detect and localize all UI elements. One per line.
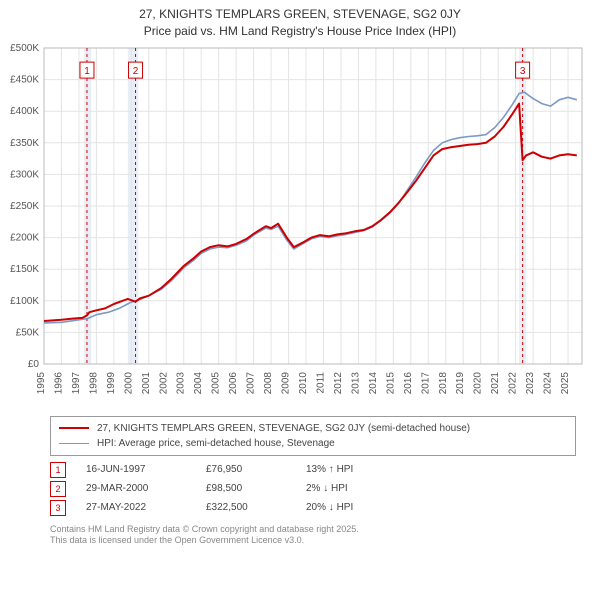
svg-text:2006: 2006 bbox=[228, 371, 239, 394]
footnote-line2: This data is licensed under the Open Gov… bbox=[50, 535, 576, 547]
svg-text:2010: 2010 bbox=[298, 371, 309, 394]
svg-text:2012: 2012 bbox=[333, 371, 344, 394]
svg-text:2003: 2003 bbox=[176, 371, 187, 394]
title-line1: 27, KNIGHTS TEMPLARS GREEN, STEVENAGE, S… bbox=[0, 6, 600, 23]
svg-text:2023: 2023 bbox=[525, 371, 536, 394]
svg-text:2013: 2013 bbox=[350, 371, 361, 394]
footnote-line1: Contains HM Land Registry data © Crown c… bbox=[50, 524, 576, 536]
marker-price: £98,500 bbox=[206, 483, 306, 494]
svg-text:£400K: £400K bbox=[10, 106, 39, 117]
marker-row: 2 29-MAR-2000£98,5002% ↓ HPI bbox=[50, 481, 576, 497]
svg-text:2021: 2021 bbox=[490, 371, 501, 394]
title-line2: Price paid vs. HM Land Registry's House … bbox=[0, 23, 600, 40]
svg-text:3: 3 bbox=[520, 66, 526, 77]
marker-badge: 3 bbox=[50, 500, 66, 516]
svg-text:£450K: £450K bbox=[10, 74, 39, 85]
svg-text:£0: £0 bbox=[28, 359, 40, 370]
legend-row: HPI: Average price, semi-detached house,… bbox=[59, 436, 567, 451]
svg-text:2020: 2020 bbox=[473, 371, 484, 394]
legend-swatch bbox=[59, 443, 89, 444]
svg-text:2001: 2001 bbox=[141, 371, 152, 394]
svg-text:2022: 2022 bbox=[508, 371, 519, 394]
marker-price: £322,500 bbox=[206, 502, 306, 513]
svg-text:2011: 2011 bbox=[315, 371, 326, 393]
svg-text:£200K: £200K bbox=[10, 232, 39, 243]
chart-title: 27, KNIGHTS TEMPLARS GREEN, STEVENAGE, S… bbox=[0, 0, 600, 40]
svg-text:2018: 2018 bbox=[438, 371, 449, 394]
marker-table: 1 16-JUN-1997£76,95013% ↑ HPI 2 29-MAR-2000… bbox=[50, 462, 576, 516]
svg-text:£100K: £100K bbox=[10, 295, 39, 306]
svg-text:£50K: £50K bbox=[16, 327, 40, 338]
svg-text:2016: 2016 bbox=[403, 371, 414, 394]
marker-badge: 1 bbox=[50, 462, 66, 478]
legend: 27, KNIGHTS TEMPLARS GREEN, STEVENAGE, S… bbox=[50, 416, 576, 456]
svg-text:1997: 1997 bbox=[71, 371, 82, 394]
svg-text:1999: 1999 bbox=[106, 371, 117, 394]
price-chart: £0 £50K £100K £150K £200K £250K £300K £350K £400… bbox=[0, 40, 600, 410]
svg-text:2014: 2014 bbox=[368, 371, 379, 394]
marker-date: 16-JUN-1997 bbox=[86, 464, 206, 475]
svg-text:2004: 2004 bbox=[193, 371, 204, 394]
marker-badge: 2 bbox=[50, 481, 66, 497]
svg-text:£150K: £150K bbox=[10, 264, 39, 275]
svg-text:2007: 2007 bbox=[246, 371, 257, 394]
legend-swatch bbox=[59, 427, 89, 429]
svg-text:2019: 2019 bbox=[455, 371, 466, 394]
marker-date: 27-MAY-2022 bbox=[86, 502, 206, 513]
svg-text:2025: 2025 bbox=[560, 371, 571, 394]
marker-row: 1 16-JUN-1997£76,95013% ↑ HPI bbox=[50, 462, 576, 478]
marker-price: £76,950 bbox=[206, 464, 306, 475]
marker-diff: 13% ↑ HPI bbox=[306, 464, 353, 475]
legend-label: HPI: Average price, semi-detached house,… bbox=[97, 436, 335, 451]
svg-text:1996: 1996 bbox=[53, 371, 64, 394]
marker-date: 29-MAR-2000 bbox=[86, 483, 206, 494]
marker-row: 3 27-MAY-2022£322,50020% ↓ HPI bbox=[50, 500, 576, 516]
legend-label: 27, KNIGHTS TEMPLARS GREEN, STEVENAGE, S… bbox=[97, 421, 470, 436]
svg-text:£300K: £300K bbox=[10, 169, 39, 180]
svg-text:£350K: £350K bbox=[10, 137, 39, 148]
marker-diff: 20% ↓ HPI bbox=[306, 502, 353, 513]
svg-text:1: 1 bbox=[84, 66, 90, 77]
svg-text:£500K: £500K bbox=[10, 43, 39, 54]
footnote: Contains HM Land Registry data © Crown c… bbox=[50, 524, 576, 547]
svg-text:2008: 2008 bbox=[263, 371, 274, 394]
svg-text:2009: 2009 bbox=[281, 371, 292, 394]
svg-text:2005: 2005 bbox=[211, 371, 222, 394]
svg-text:2002: 2002 bbox=[158, 371, 169, 394]
svg-text:2015: 2015 bbox=[385, 371, 396, 394]
svg-text:£250K: £250K bbox=[10, 201, 39, 212]
svg-text:2017: 2017 bbox=[420, 371, 431, 394]
svg-text:1995: 1995 bbox=[36, 371, 47, 394]
svg-text:1998: 1998 bbox=[88, 371, 99, 394]
marker-diff: 2% ↓ HPI bbox=[306, 483, 348, 494]
legend-row: 27, KNIGHTS TEMPLARS GREEN, STEVENAGE, S… bbox=[59, 421, 567, 436]
svg-text:2: 2 bbox=[133, 66, 139, 77]
svg-text:2000: 2000 bbox=[123, 371, 134, 394]
svg-text:2024: 2024 bbox=[543, 371, 554, 394]
